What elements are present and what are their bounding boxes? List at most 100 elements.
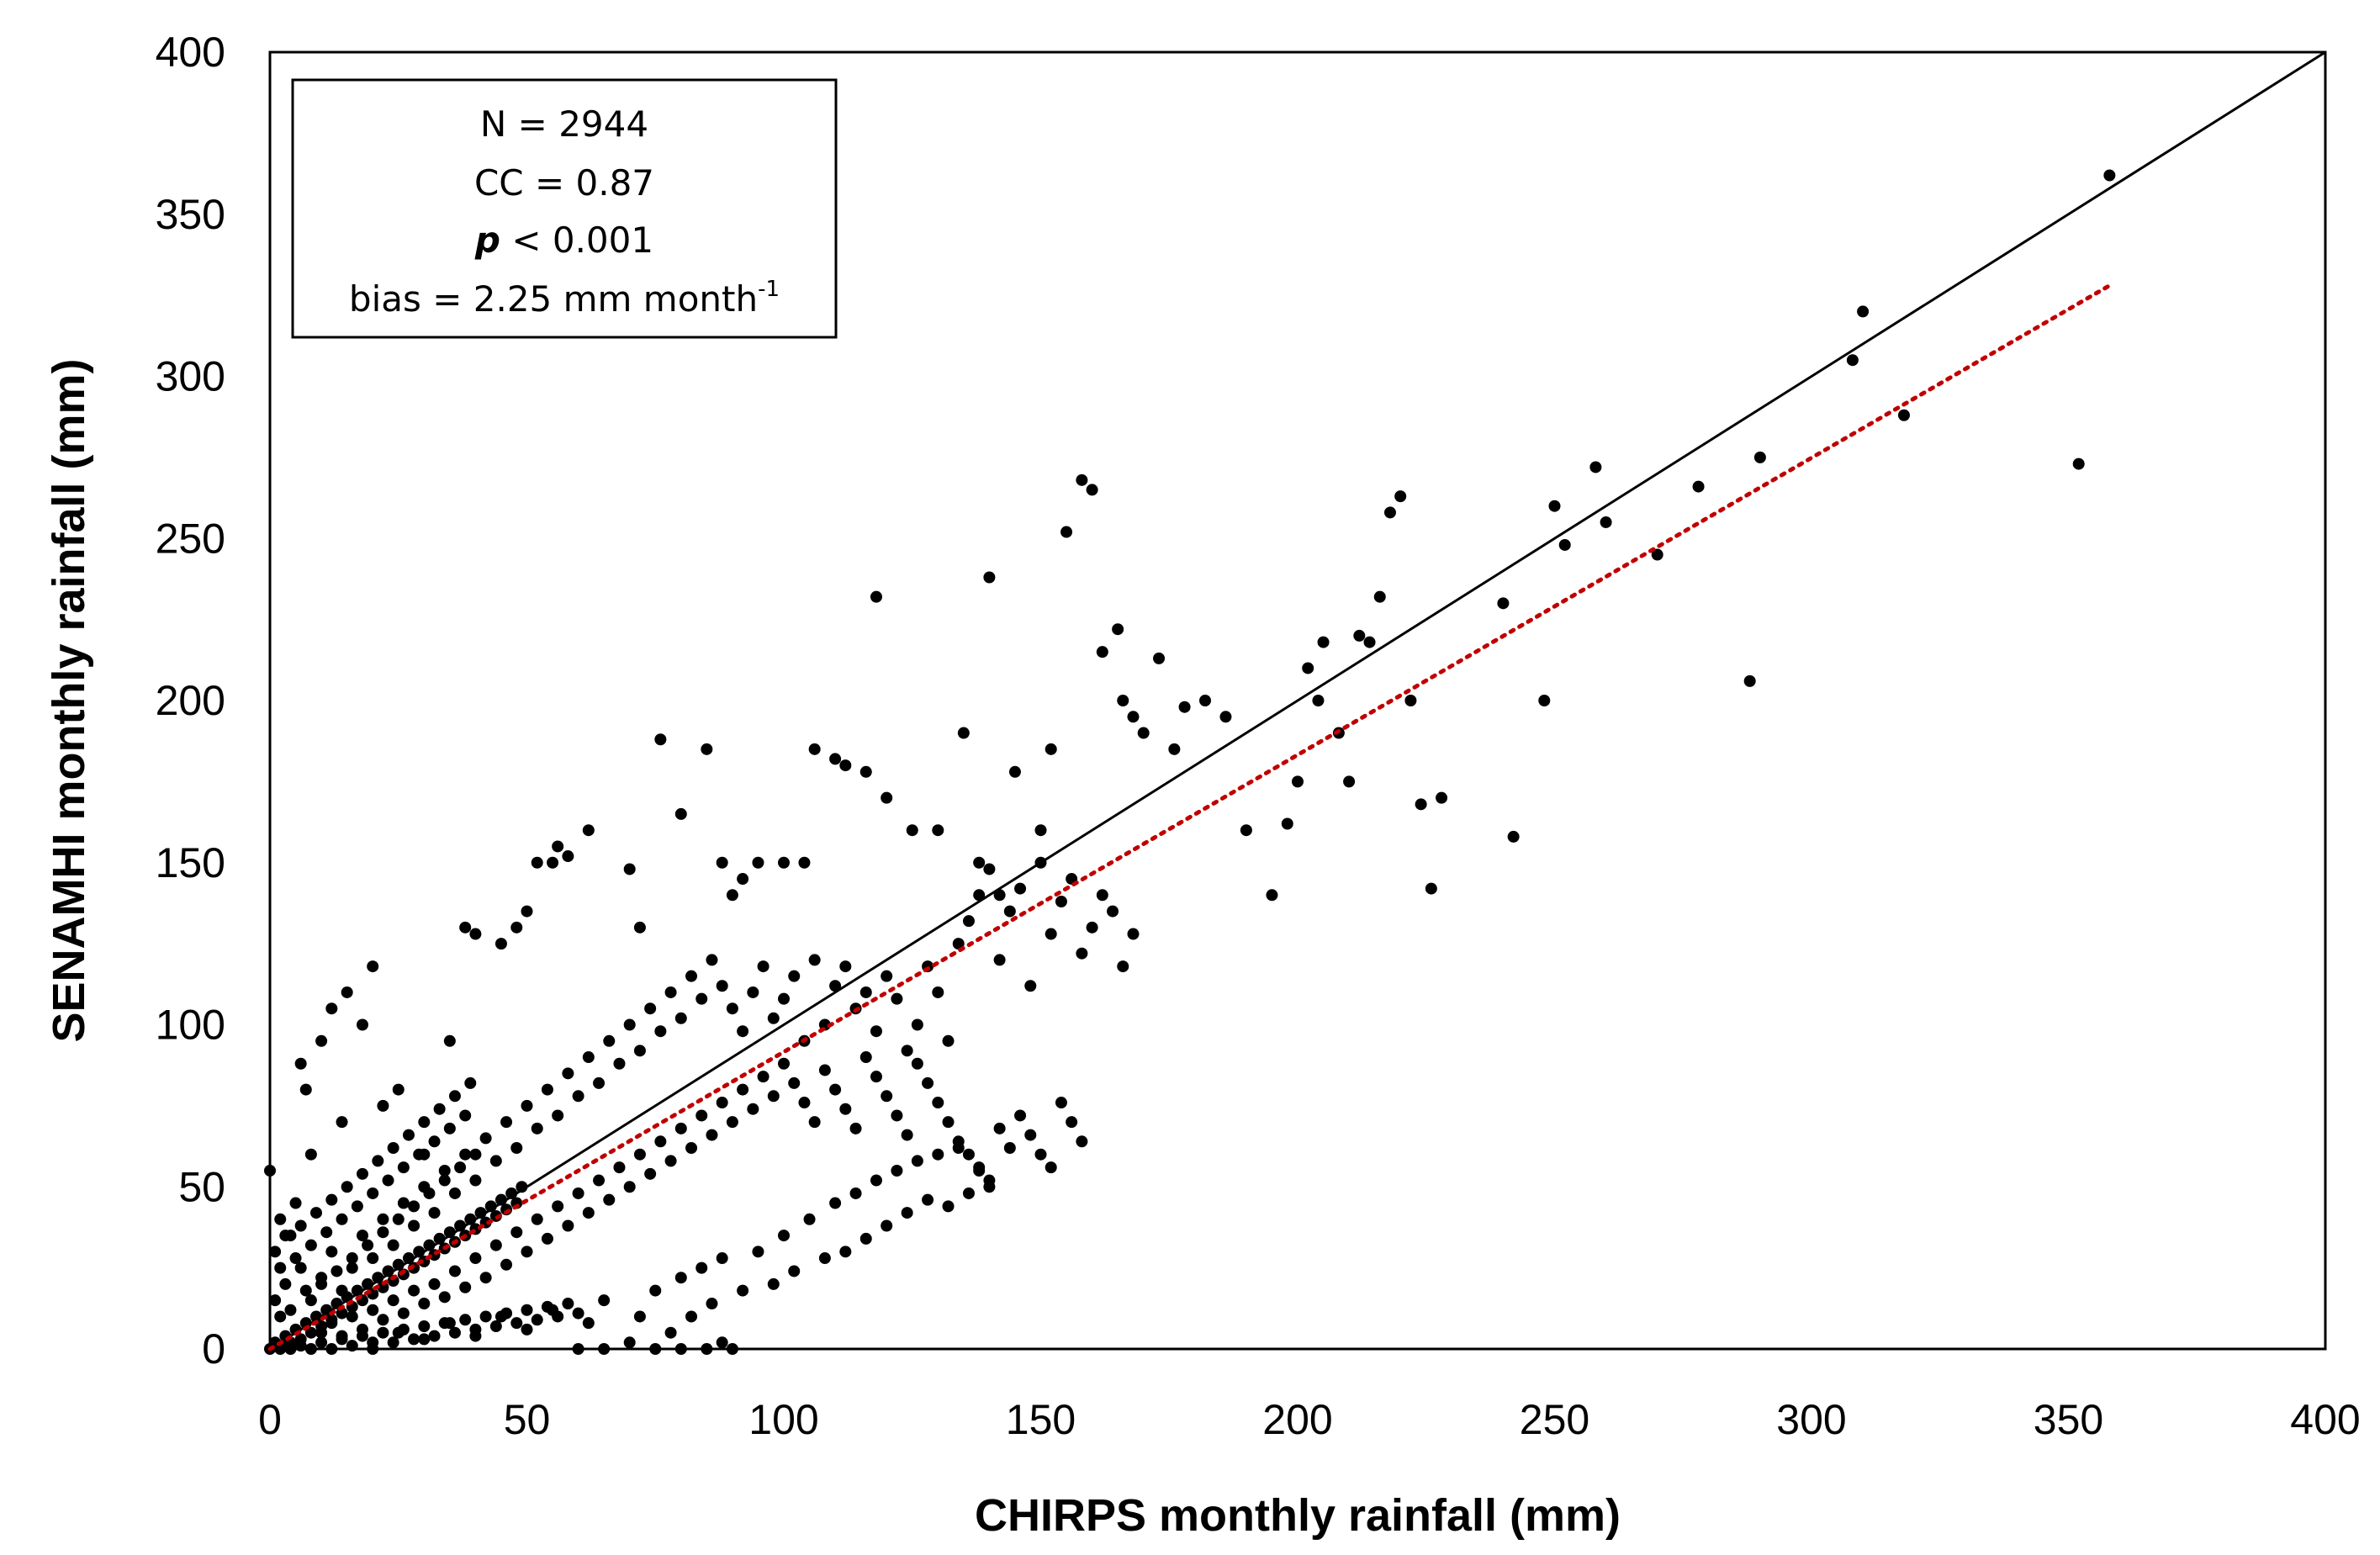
data-point	[808, 954, 821, 966]
data-point	[778, 1230, 790, 1242]
data-point	[274, 1310, 287, 1323]
data-point	[1086, 921, 1098, 934]
data-point	[818, 1064, 831, 1076]
data-point	[336, 1116, 348, 1129]
data-point	[433, 1232, 446, 1245]
data-point	[356, 1018, 368, 1031]
data-point	[289, 1197, 302, 1209]
data-point	[911, 1155, 923, 1167]
points-layer	[264, 169, 2116, 1355]
data-point	[726, 1343, 738, 1355]
data-point	[552, 1200, 564, 1213]
data-point	[593, 1174, 606, 1187]
data-point	[428, 1277, 441, 1290]
data-point	[1137, 727, 1150, 739]
data-point	[1363, 636, 1376, 648]
data-point	[367, 1343, 379, 1355]
data-point	[1127, 928, 1140, 940]
data-point	[747, 986, 759, 998]
data-point	[798, 1097, 811, 1109]
data-point	[304, 1326, 317, 1339]
data-point	[1107, 905, 1119, 918]
data-point	[402, 1252, 415, 1265]
data-point	[1846, 354, 1859, 367]
data-point	[803, 1213, 816, 1225]
data-point	[367, 960, 379, 973]
data-point	[859, 1051, 872, 1064]
data-point	[839, 1246, 852, 1258]
data-point	[870, 590, 882, 603]
data-point	[397, 1197, 410, 1209]
data-point	[413, 1148, 426, 1161]
data-point	[443, 1122, 456, 1135]
data-point	[304, 1148, 317, 1161]
data-point	[685, 970, 698, 982]
stat-n: N = 2944	[480, 103, 648, 145]
data-point	[695, 1261, 708, 1274]
data-point	[870, 1071, 882, 1083]
data-point	[808, 743, 821, 755]
data-point	[901, 1045, 913, 1057]
data-point	[942, 1116, 955, 1129]
data-point	[767, 1277, 780, 1290]
data-point	[932, 986, 944, 998]
data-point	[1045, 928, 1057, 940]
data-point	[603, 1193, 616, 1206]
data-point	[654, 1025, 667, 1038]
data-point	[664, 986, 677, 998]
data-point	[454, 1219, 467, 1232]
data-point	[778, 992, 790, 1005]
data-point	[1857, 305, 1870, 318]
data-point	[788, 1076, 801, 1089]
data-point	[1651, 548, 1663, 561]
data-point	[1086, 484, 1098, 496]
data-point	[1692, 480, 1705, 493]
data-point	[346, 1261, 358, 1274]
data-point	[993, 889, 1006, 902]
data-point	[952, 1141, 965, 1154]
data-point	[387, 1141, 399, 1154]
data-point	[443, 1034, 456, 1047]
data-point	[993, 954, 1006, 966]
data-point	[1302, 662, 1314, 674]
data-point	[973, 889, 986, 902]
data-point	[438, 1317, 451, 1330]
data-point	[325, 1314, 338, 1326]
data-point	[484, 1200, 497, 1213]
y-tick-label: 0	[202, 1325, 225, 1373]
data-point	[397, 1161, 410, 1174]
x-tick-label: 300	[1776, 1396, 1846, 1443]
data-point	[531, 856, 543, 869]
data-point	[983, 571, 996, 584]
data-point	[685, 1141, 698, 1154]
data-point	[336, 1333, 348, 1346]
data-point	[459, 921, 472, 934]
data-point	[418, 1333, 431, 1346]
data-point	[392, 1258, 405, 1271]
data-point	[973, 856, 986, 869]
data-point	[562, 1298, 574, 1310]
data-point	[572, 1187, 584, 1199]
data-point	[1897, 409, 1910, 421]
data-point	[448, 1090, 461, 1103]
data-point	[839, 759, 852, 772]
data-point	[901, 1129, 913, 1141]
data-point	[489, 1320, 502, 1333]
data-point	[367, 1187, 379, 1199]
data-point	[1425, 882, 1437, 895]
data-point	[1743, 674, 1756, 687]
data-point	[1076, 473, 1088, 486]
data-point	[623, 863, 636, 875]
y-tick-label: 50	[178, 1163, 225, 1210]
data-point	[464, 1076, 477, 1089]
data-point	[911, 1057, 923, 1070]
data-point	[356, 1330, 368, 1342]
data-point	[1055, 1097, 1067, 1109]
data-point	[510, 1317, 523, 1330]
data-point	[459, 1281, 472, 1293]
data-point	[269, 1246, 282, 1258]
data-point	[459, 1148, 472, 1161]
stat-p: p < 0.001	[474, 219, 653, 261]
data-point	[603, 1034, 616, 1047]
y-axis-ticks: 0 50 100 150 200 250 300 350 400	[156, 29, 225, 1373]
